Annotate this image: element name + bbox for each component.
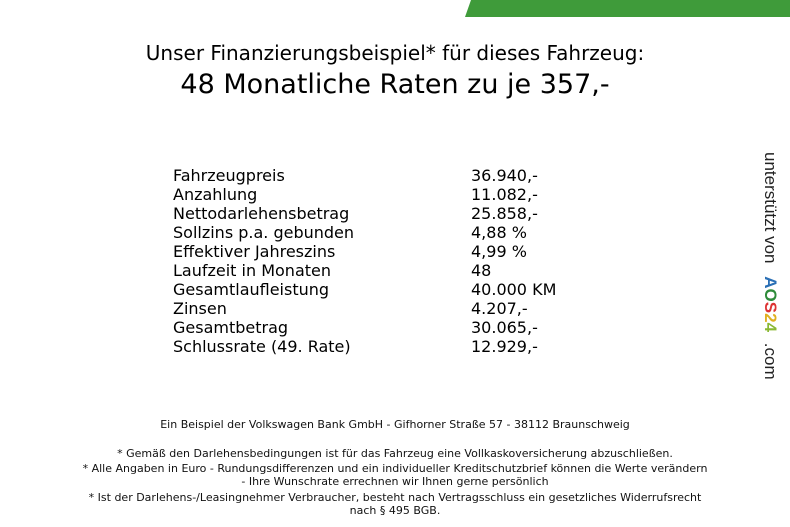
- row-value: 36.940,-: [471, 166, 538, 185]
- row-value: 4,88 %: [471, 223, 527, 242]
- row-label: Nettodarlehensbetrag: [173, 204, 350, 223]
- row-label: Schlussrate (49. Rate): [173, 337, 351, 356]
- footnote-1: * Gemäß den Darlehensbedingungen ist für…: [117, 447, 673, 460]
- row-value: 25.858,-: [471, 204, 538, 223]
- row-label: Laufzeit in Monaten: [173, 261, 332, 280]
- row-label: Effektiver Jahreszins: [173, 242, 336, 261]
- bank-info: Ein Beispiel der Volkswagen Bank GmbH - …: [160, 418, 630, 431]
- supported-by-label: unterstützt von: [761, 152, 780, 264]
- footnote-3-cont: nach § 495 BGB.: [349, 504, 441, 517]
- title-line-1: Unser Finanzierungsbeispiel* für dieses …: [145, 41, 645, 65]
- table-row: Gesamtbetrag 30.065,-: [173, 318, 538, 337]
- table-row: Fahrzeugpreis 36.940,-: [173, 166, 538, 185]
- row-label: Fahrzeugpreis: [173, 166, 285, 185]
- table-row: Laufzeit in Monaten 48: [173, 261, 491, 280]
- table-row: Schlussrate (49. Rate) 12.929,-: [173, 337, 538, 356]
- row-value: 48: [471, 261, 492, 280]
- table-row: Gesamtlaufleistung 40.000 KM: [173, 280, 556, 299]
- footnote-2-cont: - Ihre Wunschrate errechnen wir Ihnen ge…: [241, 475, 549, 488]
- supported-by-text: unterstützt von AOS24 .com: [760, 152, 780, 380]
- green-banner: [465, 0, 790, 17]
- logo-suffix: .com: [761, 342, 780, 380]
- table-row: Effektiver Jahreszins 4,99 %: [173, 242, 527, 261]
- row-value: 4.207,-: [471, 299, 528, 318]
- footnote-3: * Ist der Darlehens-/Leasingnehmer Verbr…: [88, 491, 702, 504]
- row-value: 4,99 %: [471, 242, 527, 261]
- row-value: 11.082,-: [471, 185, 538, 204]
- table-row: Zinsen 4.207,-: [173, 299, 528, 318]
- row-value: 30.065,-: [471, 318, 538, 337]
- row-label: Sollzins p.a. gebunden: [173, 223, 355, 242]
- row-label: Gesamtbetrag: [173, 318, 289, 337]
- row-label: Anzahlung: [173, 185, 258, 204]
- row-value: 40.000 KM: [471, 280, 557, 299]
- footnote-2: * Alle Angaben in Euro - Rundungsdiffere…: [82, 462, 708, 475]
- table-row: Nettodarlehensbetrag 25.858,-: [173, 204, 538, 223]
- aos24-logo: AOS24: [761, 276, 780, 333]
- row-value: 12.929,-: [471, 337, 538, 356]
- row-label: Gesamtlaufleistung: [173, 280, 330, 299]
- title-line-2: 48 Monatliche Raten zu je 357,-: [180, 69, 610, 100]
- table-row: Sollzins p.a. gebunden 4,88 %: [173, 223, 527, 242]
- table-row: Anzahlung 11.082,-: [173, 185, 538, 204]
- row-label: Zinsen: [173, 299, 227, 318]
